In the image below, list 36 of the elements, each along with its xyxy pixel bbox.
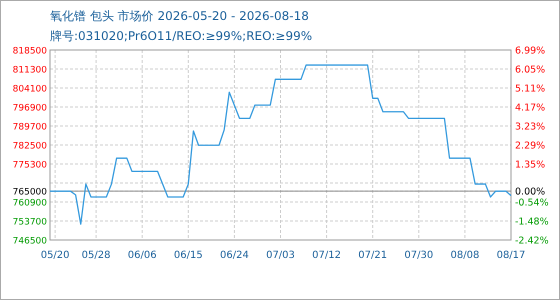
- y2-tick-label: 6.05%: [515, 64, 546, 76]
- y2-tick-label: 4.17%: [515, 102, 546, 114]
- y-tick-label: 796900: [12, 104, 48, 114]
- y2-tick-label: 0.00%: [515, 186, 546, 198]
- x-tick-label: 06/15: [174, 250, 203, 261]
- y-tick-label: 811300: [12, 66, 48, 76]
- x-tick-label: 07/03: [266, 250, 295, 261]
- x-tick-label: 08/17: [496, 250, 526, 261]
- y2-tick-label: -1.48%: [515, 216, 549, 228]
- x-tick-label: 06/24: [220, 250, 249, 261]
- line-series: [49, 64, 512, 225]
- x-tick-label: 05/20: [40, 250, 70, 261]
- y-tick-label: 782500: [12, 142, 48, 152]
- x-tick-label: 06/06: [128, 250, 157, 261]
- y-tick-label: 804100: [12, 84, 48, 94]
- y-tick-label: 818500: [12, 46, 48, 56]
- y2-tick-label: 3.23%: [515, 121, 546, 132]
- y2-tick-label: 1.35%: [515, 159, 546, 170]
- x-tick-label: 07/12: [312, 250, 342, 261]
- y2-tick-label: -2.42%: [515, 236, 549, 246]
- y-tick-label: 765000: [12, 188, 48, 198]
- x-tick-label: 05/28: [82, 250, 111, 261]
- y-tick-label: 789700: [12, 122, 48, 132]
- x-tick-label: 08/08: [450, 250, 480, 261]
- y2-tick-label: -0.54%: [515, 198, 549, 209]
- y2-tick-label: 5.11%: [515, 83, 546, 94]
- x-tick-label: 07/21: [358, 250, 388, 261]
- y2-tick-label: 2.29%: [515, 140, 546, 152]
- y-tick-label: 753700: [12, 218, 48, 228]
- y-tick-label: 760900: [12, 198, 48, 208]
- x-tick-label: 07/30: [404, 250, 434, 261]
- y-tick-label: 746500: [12, 236, 48, 246]
- chart-title: 氧化镨 包头 市场价 2026-05-20 - 2026-08-18: [50, 9, 309, 23]
- chart-subtitle: 牌号:031020;Pr6O11/REO:≥99%;REO:≥99%: [50, 29, 312, 43]
- y2-tick-label: 6.99%: [515, 46, 546, 56]
- y-tick-label: 775300: [12, 160, 48, 170]
